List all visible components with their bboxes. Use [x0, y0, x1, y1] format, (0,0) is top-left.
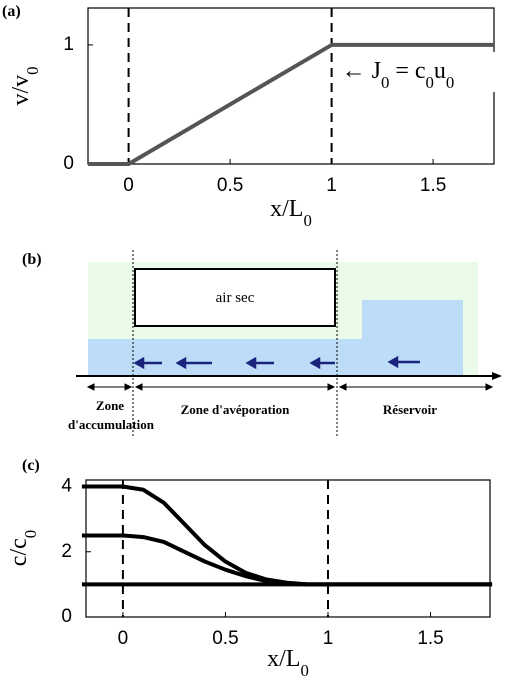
x-axis-label-subscript: 0 [300, 661, 308, 680]
y-tick-label: 1 [63, 34, 74, 55]
x-tick-label: 0 [118, 628, 129, 649]
annotation-part: ← J [342, 58, 381, 84]
y-axis-label: v/v0 [8, 66, 42, 105]
x-tick-label: 0 [123, 175, 134, 196]
x-tick-label: 1.5 [417, 628, 443, 649]
data-line [88, 42, 494, 166]
x-axis-label-part: x/L [270, 196, 303, 222]
zone-label: Zone d'avéporation [181, 402, 290, 417]
zone-label: Zone [96, 398, 124, 413]
y-tick-label: 0 [61, 606, 72, 627]
liquid [88, 339, 362, 375]
y-axis-label-part: c/c [6, 538, 32, 566]
x-tick-label: 1.5 [420, 175, 446, 196]
annotation-subscript: 0 [446, 73, 454, 92]
x-axis-label: x/L0 [267, 646, 309, 680]
annotation-part: = c [389, 58, 425, 84]
x-tick-label: 0.5 [212, 628, 238, 649]
annotation-bg [335, 52, 496, 92]
zone-arrows [86, 383, 494, 391]
zone-label: d'accumulation [68, 417, 155, 432]
x-axis-label: x/L0 [270, 196, 312, 230]
annotation-subscript: 0 [381, 73, 389, 92]
air-box [134, 268, 336, 327]
y-axis-label-subscript: 0 [21, 530, 40, 538]
panel-label: (a) [2, 3, 21, 20]
y-axis-label-subscript: 0 [23, 66, 42, 74]
y-axis-label-part: v/v [8, 75, 34, 106]
flow-arrows [133, 355, 420, 370]
y-tick-label: 2 [61, 541, 72, 562]
x-tick-label: 1 [326, 175, 337, 196]
box-label: air sec [216, 290, 255, 306]
annotation: ← J0 = c0u0 [342, 58, 455, 92]
annotation-part: u [434, 58, 446, 84]
x-axis-label-part: x/L [267, 646, 300, 672]
annotation-subscript: 0 [426, 73, 434, 92]
data-line [81, 533, 493, 587]
axis-arrow [492, 372, 502, 380]
panel-label: (b) [22, 251, 42, 268]
x-tick-label: 0.5 [217, 175, 243, 196]
y-axis-label: c/c0 [6, 530, 40, 566]
x-tick-label: 1 [323, 628, 334, 649]
zone-label: Réservoir [383, 402, 437, 417]
y-tick-label: 0 [63, 153, 74, 174]
y-tick-label: 4 [61, 476, 72, 497]
plot-area [85, 479, 491, 618]
reservoir [362, 300, 463, 375]
panel-label: (c) [22, 457, 40, 474]
diagram: air sec Zone d'accumulation Zone d'avépo… [22, 250, 502, 436]
x-axis-label-subscript: 0 [303, 211, 311, 230]
